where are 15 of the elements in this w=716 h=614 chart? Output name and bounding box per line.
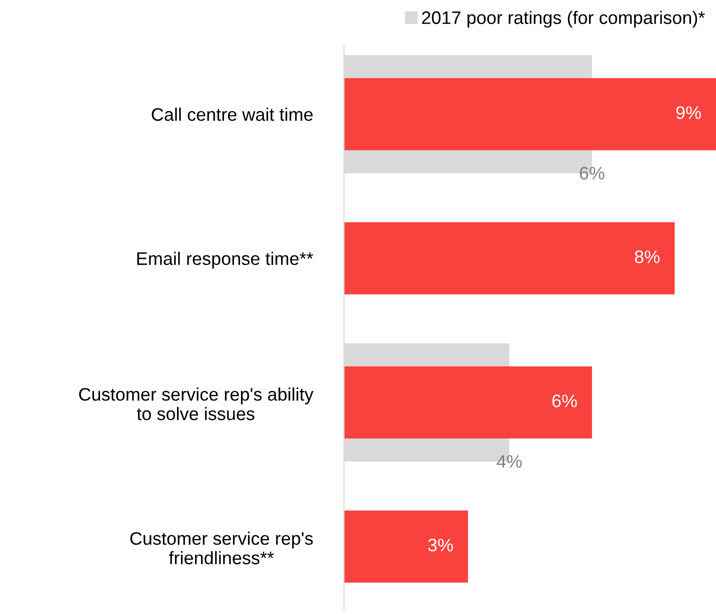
data-label: 4% — [496, 455, 522, 468]
bar — [344, 510, 468, 583]
legend-label: 2017 poor ratings (for comparison)* — [422, 10, 705, 28]
data-label: 3% — [428, 538, 453, 552]
bar — [344, 366, 592, 438]
data-label: 8% — [634, 250, 660, 264]
data-label: 6% — [580, 166, 604, 180]
y-tick-label: Customer service rep's friendliness** — [130, 532, 313, 564]
data-label: 6% — [552, 394, 577, 408]
y-tick-label: Call centre wait time — [152, 108, 313, 121]
y-tick-label: Email response time** — [137, 252, 314, 269]
y-tick-label: Customer service rep's ability to solve issues — [79, 387, 314, 420]
bar — [344, 78, 716, 150]
bar — [344, 222, 675, 294]
data-label: 9% — [676, 106, 701, 120]
